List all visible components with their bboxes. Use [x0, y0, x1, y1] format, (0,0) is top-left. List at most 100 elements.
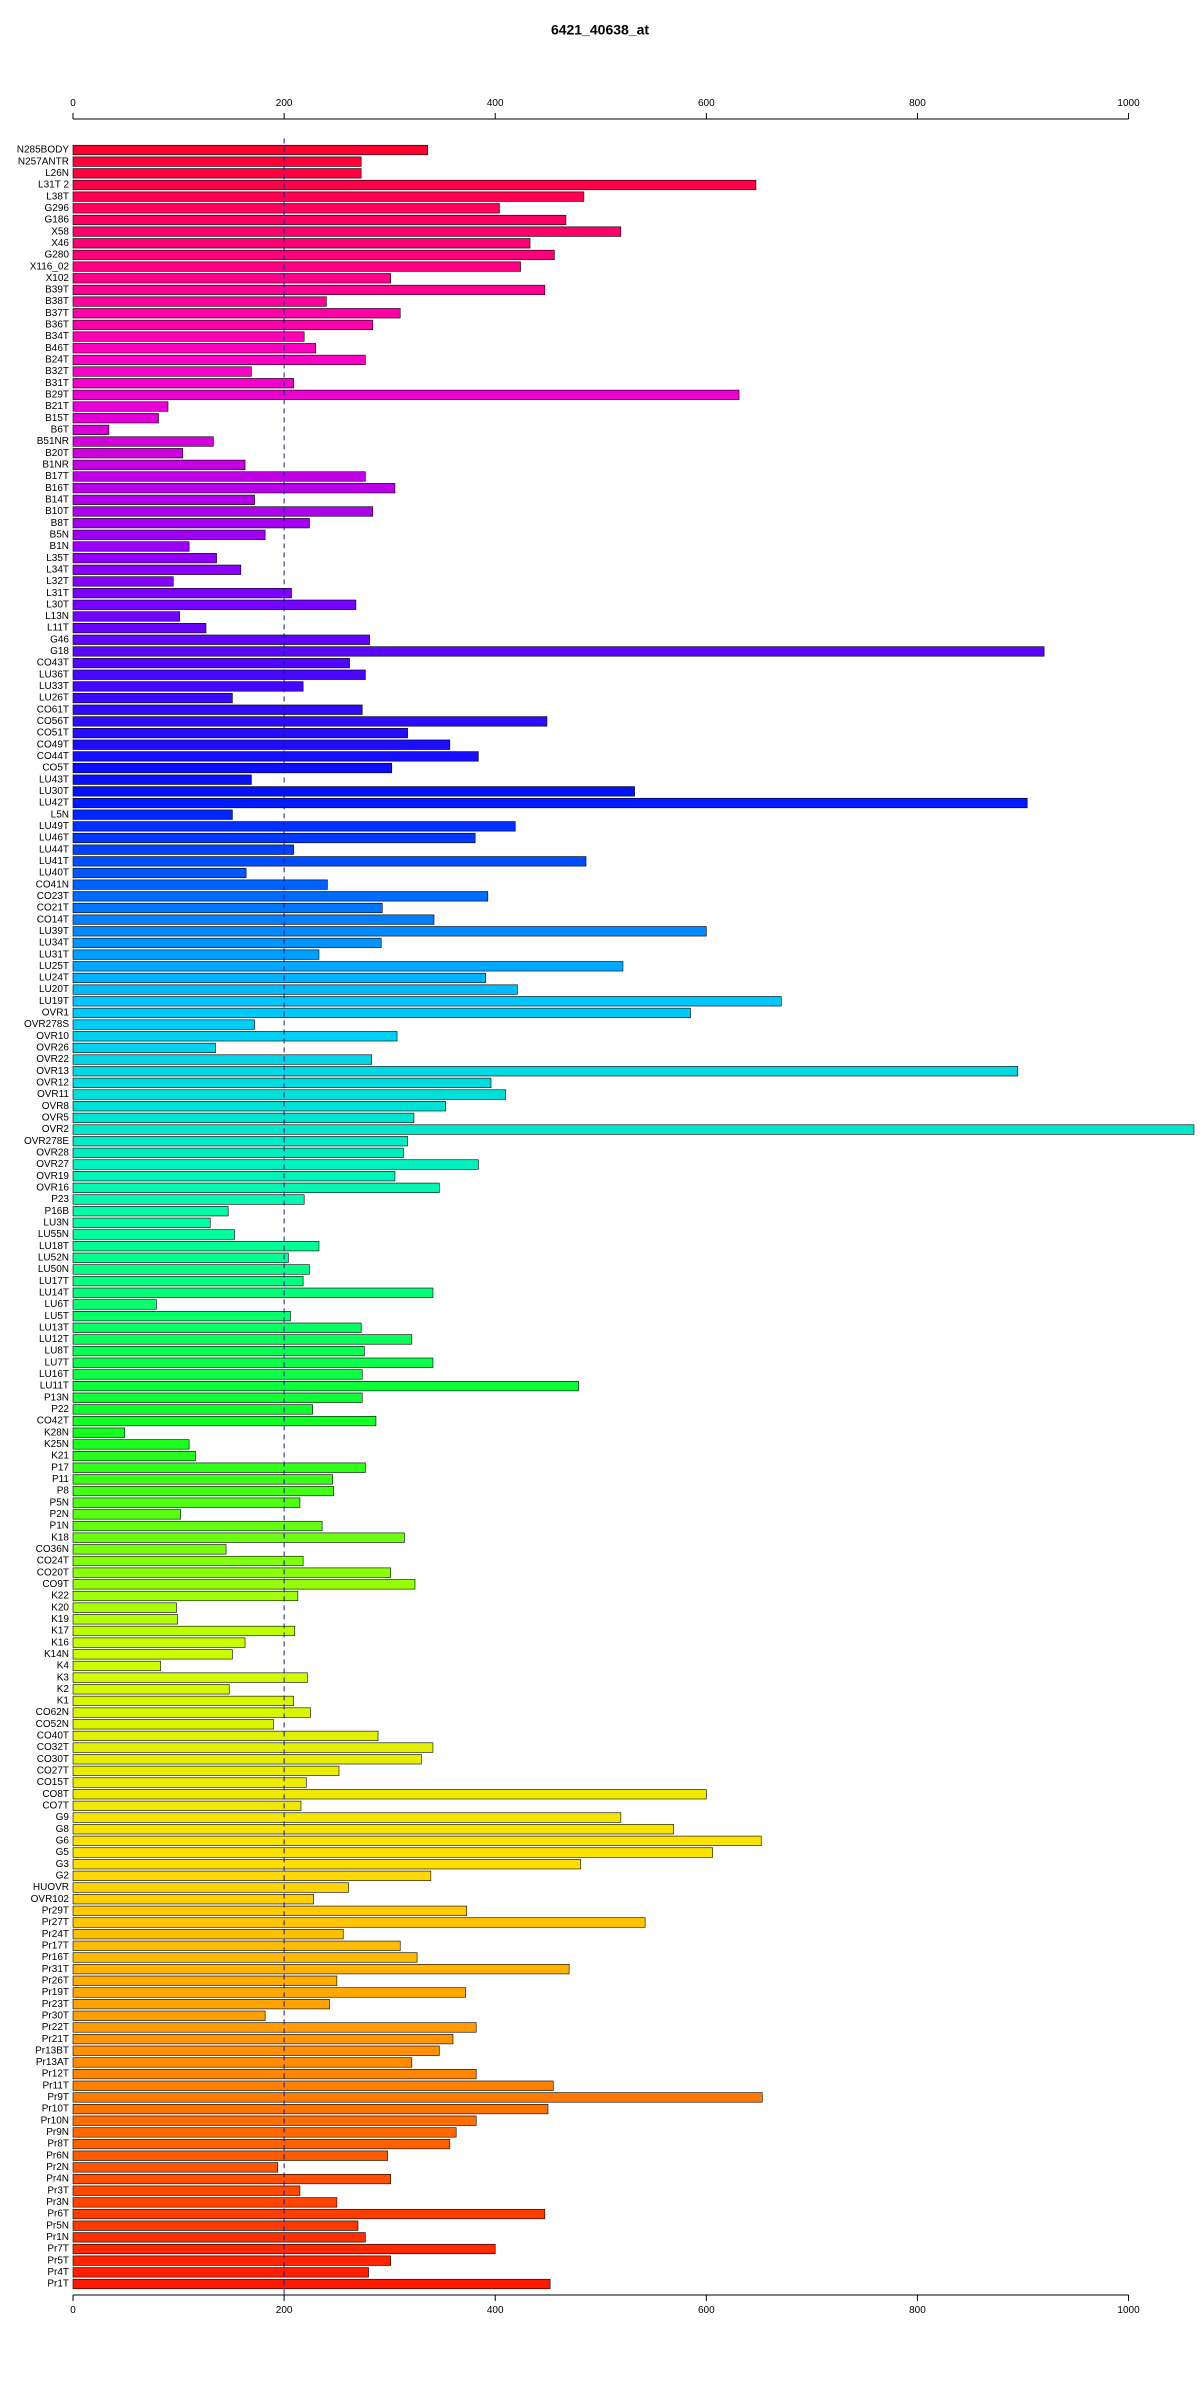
bar — [72, 1555, 304, 1567]
bar — [72, 459, 246, 470]
bar — [72, 658, 350, 669]
y-tick-label: CO42T — [37, 1416, 69, 1427]
bar — [72, 1824, 674, 1835]
y-tick-label: X116_02 — [30, 261, 70, 272]
bar — [72, 1404, 313, 1415]
y-tick-label: CO9T — [42, 1579, 69, 1590]
y-tick-label: Pr12T — [42, 2069, 69, 2080]
bar — [72, 1276, 304, 1287]
x-tick-label: 200 — [276, 2305, 293, 2316]
y-tick-label: OVR2 — [42, 1124, 70, 1135]
bar — [72, 1520, 323, 1532]
bar — [72, 984, 518, 995]
y-tick-label: LU31T — [39, 949, 69, 960]
y-tick-label: G9 — [56, 1812, 70, 1823]
x-tick-label: 1000 — [1117, 98, 1140, 109]
bar — [72, 623, 207, 634]
bar — [72, 1171, 396, 1182]
y-tick-label: Pr8T — [47, 2139, 69, 2150]
y-tick-label: CO23T — [37, 891, 69, 902]
y-tick-label: OVR1 — [42, 1008, 70, 1019]
bar — [72, 1940, 401, 1951]
y-tick-label: Pr29T — [42, 1905, 69, 1916]
bar — [72, 1311, 291, 1322]
bar — [72, 797, 1028, 809]
y-tick-label: B14T — [45, 494, 69, 505]
bar — [72, 2045, 440, 2056]
y-tick-label: OVR10 — [36, 1031, 69, 1042]
bar — [72, 1625, 295, 1637]
bar — [72, 1217, 211, 1228]
y-tick-label: Pr5T — [47, 2255, 69, 2266]
y-tick-label: Pr27T — [42, 1917, 69, 1928]
y-tick-label: B21T — [45, 401, 69, 412]
x-tick-label: 800 — [909, 2305, 926, 2316]
y-tick-label: CO30T — [37, 1754, 69, 1765]
y-tick-label: K18 — [51, 1532, 69, 1543]
bar — [72, 996, 782, 1007]
bar — [72, 1882, 349, 1893]
bar — [72, 1381, 579, 1392]
y-tick-label: P23 — [51, 1194, 69, 1205]
y-tick-label: LU20T — [39, 984, 69, 995]
x-tick-label: 400 — [487, 98, 504, 109]
bar — [72, 2104, 549, 2115]
bar — [72, 2267, 369, 2278]
bar — [72, 1182, 440, 1193]
bar — [72, 1147, 404, 1158]
y-tick-label: OVR5 — [42, 1113, 70, 1124]
y-tick-label: B1N — [50, 541, 69, 552]
bar — [72, 1252, 289, 1263]
bar — [72, 1789, 707, 1800]
bar — [72, 2162, 279, 2173]
y-tick-label: G5 — [56, 1847, 70, 1858]
bar — [72, 634, 370, 645]
y-tick-label: Pr3T — [47, 2185, 69, 2196]
y-tick-label: LU25T — [39, 961, 69, 972]
y-tick-label: Pr13AT — [36, 2057, 69, 2068]
bar — [72, 1334, 413, 1345]
y-tick-label: B29T — [45, 390, 69, 401]
x-tick-label: 600 — [698, 98, 715, 109]
y-tick-label: LU16T — [39, 1369, 69, 1380]
y-tick-label: L5N — [51, 809, 69, 820]
bar — [72, 2232, 366, 2243]
bar — [72, 191, 585, 202]
bar — [72, 2185, 301, 2196]
y-tick-label: Pr9N — [46, 2127, 69, 2138]
bar — [72, 529, 266, 540]
bar — [72, 681, 304, 692]
bar — [72, 518, 310, 529]
bar — [72, 1194, 305, 1205]
bar — [72, 366, 252, 377]
y-tick-label: K19 — [51, 1614, 69, 1625]
y-tick-label: L32T — [46, 576, 69, 587]
bar — [72, 436, 214, 447]
bar — [72, 1649, 233, 1660]
y-tick-label: CO41N — [36, 879, 69, 890]
y-tick-label: LU26T — [39, 693, 69, 704]
y-tick-label: LU50N — [38, 1264, 69, 1275]
y-tick-label: OVR16 — [36, 1182, 69, 1193]
x-tick-label: 600 — [698, 2305, 715, 2316]
y-tick-label: CO21T — [37, 903, 69, 914]
bar — [72, 354, 366, 365]
y-tick-label: LU49T — [39, 821, 69, 832]
bar — [72, 891, 489, 902]
y-tick-label: K20 — [51, 1602, 69, 1613]
bar — [72, 1847, 713, 1858]
bar — [72, 296, 327, 307]
bar — [72, 1019, 255, 1030]
y-tick-label: LU6T — [45, 1299, 69, 1310]
bar — [72, 588, 292, 599]
bar — [72, 494, 255, 505]
bar — [72, 2069, 477, 2080]
bar — [72, 1007, 691, 1019]
bar — [72, 1672, 308, 1683]
bar — [72, 1754, 422, 1765]
bar — [72, 1287, 434, 1298]
y-tick-label: B46T — [45, 343, 69, 354]
y-tick-label: B8T — [51, 518, 69, 529]
y-tick-label: K4 — [57, 1661, 70, 1672]
